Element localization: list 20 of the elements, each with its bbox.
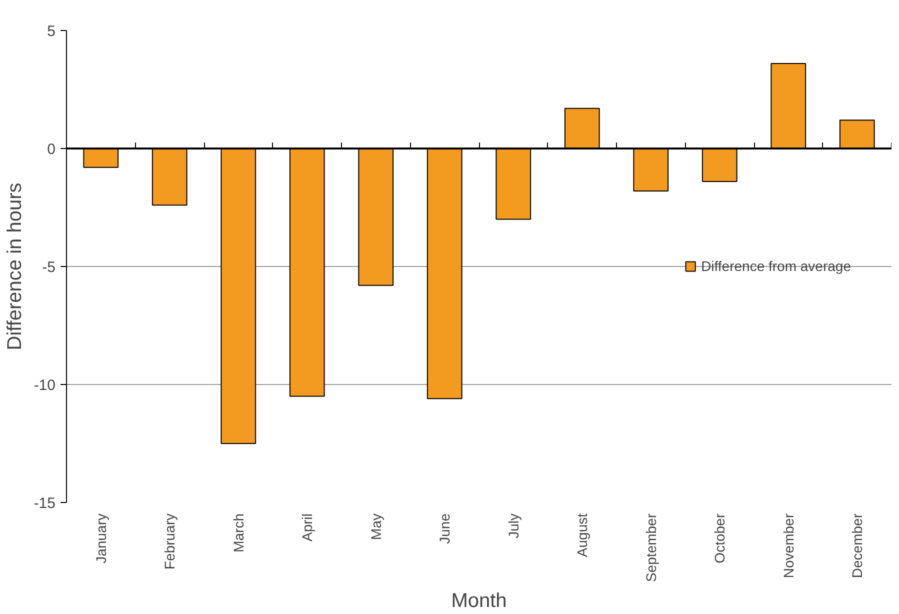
y-tick-label: 5 [47, 23, 56, 40]
x-tick-label: March [230, 513, 246, 552]
x-tick-label: June [436, 513, 453, 544]
x-axis-title: Month [451, 590, 507, 612]
x-tick-label: December [849, 513, 866, 578]
x-tick-label: November [780, 513, 796, 578]
x-tick-label: January [92, 513, 109, 564]
x-tick-label: April [299, 513, 316, 542]
y-tick-label: 0 [47, 141, 56, 158]
y-tick-label: -5 [42, 259, 56, 276]
x-tick-label: August [574, 513, 590, 558]
x-tick-label: September [642, 513, 659, 582]
x-tick-label: May [368, 513, 384, 540]
x-tick-label: July [505, 513, 522, 538]
y-tick-label: -10 [34, 377, 56, 394]
legend-label: Difference from average [701, 258, 851, 274]
x-tick-label: October [712, 513, 728, 564]
y-tick-label: -15 [34, 495, 56, 512]
x-tick-label: February [162, 513, 178, 570]
y-axis-title: Difference in hours [4, 182, 26, 350]
